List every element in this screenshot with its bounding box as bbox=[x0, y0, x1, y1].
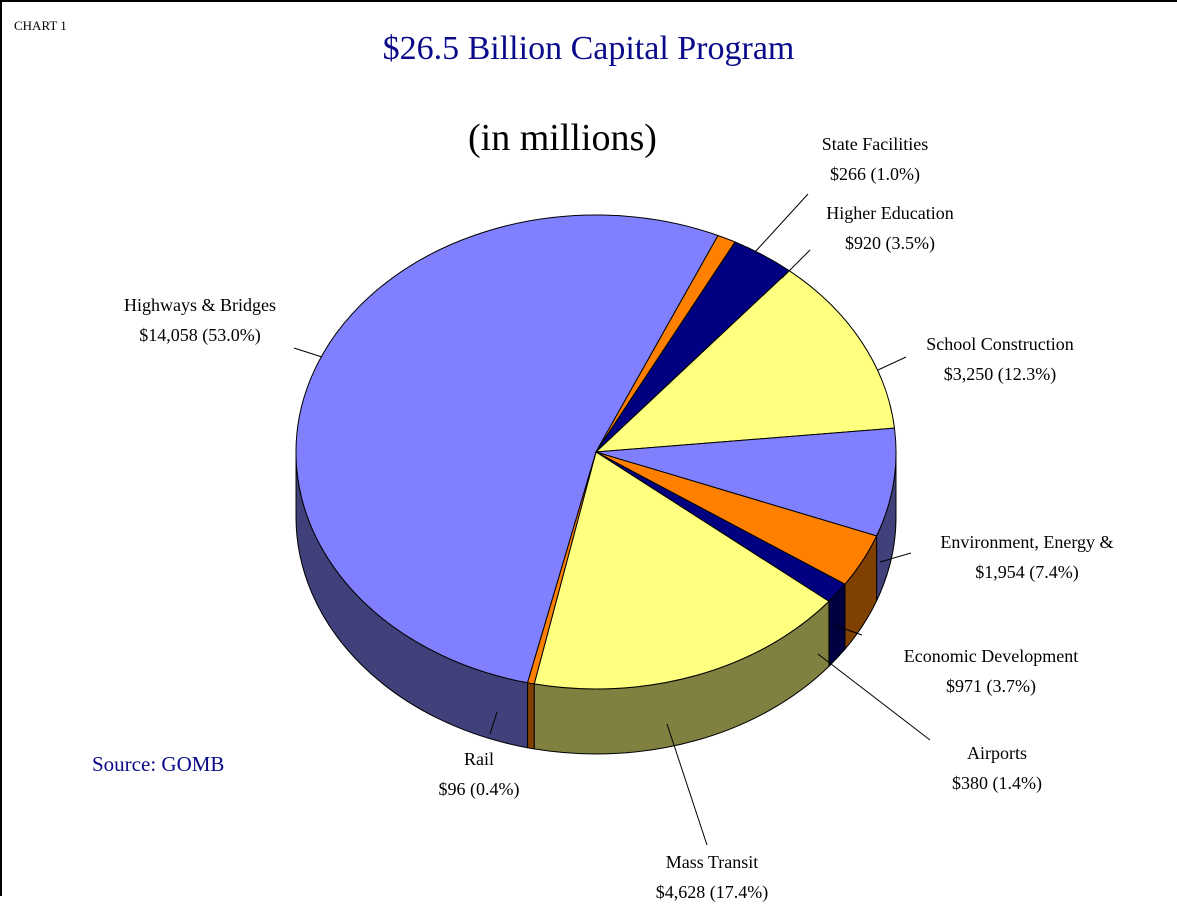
leader-line-0 bbox=[293, 347, 323, 358]
leader-line-8 bbox=[489, 711, 498, 735]
leader-line-5 bbox=[833, 624, 863, 636]
leader-line-3 bbox=[877, 356, 907, 371]
slice-label-1: State Facilities bbox=[822, 134, 928, 154]
frame-gap bbox=[0, 896, 10, 907]
pie-slice-7 bbox=[533, 451, 830, 690]
leader-line-1 bbox=[754, 193, 809, 253]
leader-line-2 bbox=[781, 249, 811, 279]
slice-value-6: $380 (1.4%) bbox=[952, 773, 1042, 794]
pie-slice-0 bbox=[295, 214, 719, 684]
pie-slice-8 bbox=[526, 451, 597, 685]
slice-label-3: School Construction bbox=[926, 334, 1074, 354]
chart-subtitle: (in millions) bbox=[468, 117, 657, 159]
slice-value-1: $266 (1.0%) bbox=[830, 164, 920, 185]
pie-slice-4 bbox=[595, 427, 897, 537]
chart-title: $26.5 Billion Capital Program bbox=[382, 30, 795, 67]
slice-value-5: $971 (3.7%) bbox=[946, 676, 1036, 697]
slice-value-0: $14,058 (53.0%) bbox=[139, 325, 260, 346]
chart-tag: CHART 1 bbox=[14, 18, 67, 33]
slice-label-8: Rail bbox=[464, 749, 494, 769]
slice-label-0: Highways & Bridges bbox=[124, 295, 276, 315]
leader-line-6 bbox=[817, 653, 931, 741]
slice-label-7: Mass Transit bbox=[666, 852, 759, 872]
slice-value-7: $4,628 (17.4%) bbox=[656, 882, 768, 903]
source-note: Source: GOMB bbox=[92, 752, 225, 776]
slice-value-4: $1,954 (7.4%) bbox=[975, 562, 1078, 583]
slice-label-2: Higher Education bbox=[826, 203, 953, 223]
slice-value-2: $920 (3.5%) bbox=[845, 233, 935, 254]
slice-label-5: Economic Development bbox=[904, 646, 1078, 666]
slice-value-3: $3,250 (12.3%) bbox=[944, 364, 1056, 385]
leader-line-4 bbox=[879, 552, 912, 563]
slice-label-6: Airports bbox=[967, 743, 1027, 763]
pie-slice-3 bbox=[594, 270, 896, 453]
slice-value-8: $96 (0.4%) bbox=[439, 779, 520, 800]
pie-side-8-0 bbox=[527, 682, 535, 750]
leader-line-7 bbox=[666, 723, 708, 846]
slice-label-4: Environment, Energy & bbox=[940, 532, 1113, 552]
